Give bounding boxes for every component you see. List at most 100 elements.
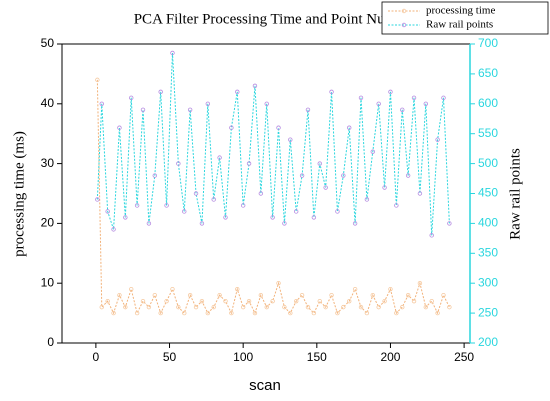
data-point (364, 310, 370, 316)
data-point (152, 173, 157, 178)
data-point (447, 221, 452, 226)
y2-axis-label: Raw rail points (507, 148, 523, 240)
x-tick-label: 200 (380, 350, 400, 364)
data-point (252, 310, 258, 316)
data-point (305, 107, 311, 112)
data-point (152, 292, 157, 298)
data-point (240, 203, 246, 208)
data-point (199, 298, 205, 304)
data-point (235, 89, 240, 95)
data-point (305, 304, 311, 310)
y2-tick-label: 400 (478, 216, 498, 230)
y2-tick-label: 450 (478, 186, 498, 200)
data-point (187, 292, 193, 298)
data-point (347, 298, 352, 304)
x-tick-label: 150 (307, 350, 327, 364)
data-point (223, 298, 228, 304)
data-point (400, 107, 405, 112)
data-point (358, 304, 364, 310)
data-point (411, 298, 417, 304)
data-point (376, 304, 381, 310)
legend-marker (401, 22, 407, 28)
data-point (134, 203, 140, 208)
series-line (96, 79, 450, 315)
data-point (199, 221, 205, 226)
data-point (95, 77, 100, 83)
data-point (270, 215, 275, 220)
data-point (95, 197, 100, 202)
data-point (264, 304, 269, 310)
data-point (370, 149, 375, 154)
data-point (105, 298, 110, 304)
data-point (170, 50, 175, 56)
data-point (376, 101, 381, 106)
y-axis-label: processing time (ms) (11, 131, 27, 257)
data-point (293, 209, 299, 214)
y2-tick-label: 550 (478, 126, 498, 140)
data-point (435, 137, 440, 142)
data-point (382, 298, 387, 304)
data-point (288, 137, 293, 142)
data-point (258, 292, 264, 298)
data-point (388, 89, 393, 95)
data-point (311, 310, 317, 316)
x-axis-label: scan (249, 377, 281, 394)
legend-marker (401, 8, 407, 14)
data-point (370, 292, 375, 298)
data-point (299, 292, 305, 298)
data-point (435, 310, 440, 316)
x-tick-label: 250 (454, 350, 474, 364)
data-point (158, 89, 163, 95)
data-point (394, 203, 399, 208)
data-point (329, 292, 334, 298)
data-point (146, 304, 152, 310)
data-point (246, 298, 252, 304)
y-tick-label: 0 (47, 335, 54, 349)
data-point (335, 209, 340, 214)
data-point (252, 83, 258, 89)
chart-title: PCA Filter Processing Time and Point Num (134, 11, 397, 27)
data-point (170, 286, 175, 292)
data-point (240, 304, 246, 310)
data-point (176, 161, 181, 166)
data-point (429, 298, 434, 304)
data-point (323, 304, 328, 310)
data-point (134, 310, 140, 316)
data-point (182, 209, 187, 214)
data-point (258, 191, 264, 196)
data-point (117, 292, 122, 298)
x-tick-label: 50 (163, 350, 177, 364)
data-point (293, 298, 299, 304)
data-point (323, 185, 328, 190)
y2-tick-label: 300 (478, 275, 498, 289)
y-tick-label: 20 (41, 216, 55, 230)
y2-tick-label: 600 (478, 96, 498, 110)
x-tick-label: 100 (233, 350, 253, 364)
data-point (282, 221, 287, 226)
data-point (352, 286, 358, 292)
data-point (246, 161, 252, 166)
y-tick-label: 30 (41, 156, 55, 170)
data-point (364, 197, 370, 202)
data-point (317, 161, 322, 166)
data-point (270, 298, 275, 304)
data-point (311, 215, 317, 220)
data-point (317, 298, 322, 304)
data-point (299, 173, 305, 178)
y-tick-label: 10 (41, 275, 55, 289)
data-point (211, 304, 216, 310)
y-tick-label: 40 (41, 96, 55, 110)
data-point (288, 310, 293, 316)
data-point (164, 203, 169, 208)
data-point (347, 125, 352, 130)
data-point (193, 191, 199, 196)
data-point (193, 304, 199, 310)
y2-tick-label: 350 (478, 245, 498, 259)
data-point (335, 310, 340, 316)
data-point (158, 310, 163, 316)
data-point (146, 221, 152, 226)
data-point (264, 101, 269, 106)
data-point (447, 304, 452, 310)
data-point (394, 310, 399, 316)
data-point (111, 227, 116, 232)
